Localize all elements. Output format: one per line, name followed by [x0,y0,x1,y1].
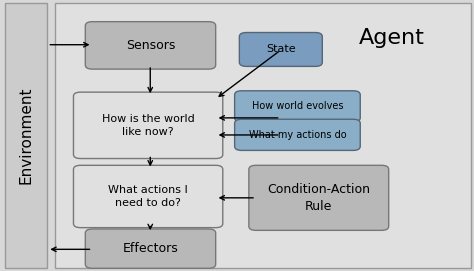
Text: What my actions do: What my actions do [249,130,346,140]
FancyBboxPatch shape [239,33,322,66]
FancyBboxPatch shape [235,91,360,122]
FancyBboxPatch shape [55,3,471,268]
FancyBboxPatch shape [5,3,47,268]
FancyBboxPatch shape [85,22,216,69]
Text: State: State [266,44,296,54]
FancyBboxPatch shape [85,229,216,268]
FancyBboxPatch shape [235,119,360,150]
Text: How world evolves: How world evolves [252,101,343,111]
Text: Sensors: Sensors [126,39,175,52]
FancyBboxPatch shape [73,165,223,228]
Text: What actions I
need to do?: What actions I need to do? [108,185,188,208]
Text: Effectors: Effectors [123,242,178,255]
FancyBboxPatch shape [249,165,389,230]
Text: How is the world
like now?: How is the world like now? [102,114,194,137]
Text: Agent: Agent [358,28,424,49]
FancyBboxPatch shape [73,92,223,159]
Text: Condition-Action
Rule: Condition-Action Rule [267,183,370,213]
Text: Environment: Environment [18,87,34,184]
